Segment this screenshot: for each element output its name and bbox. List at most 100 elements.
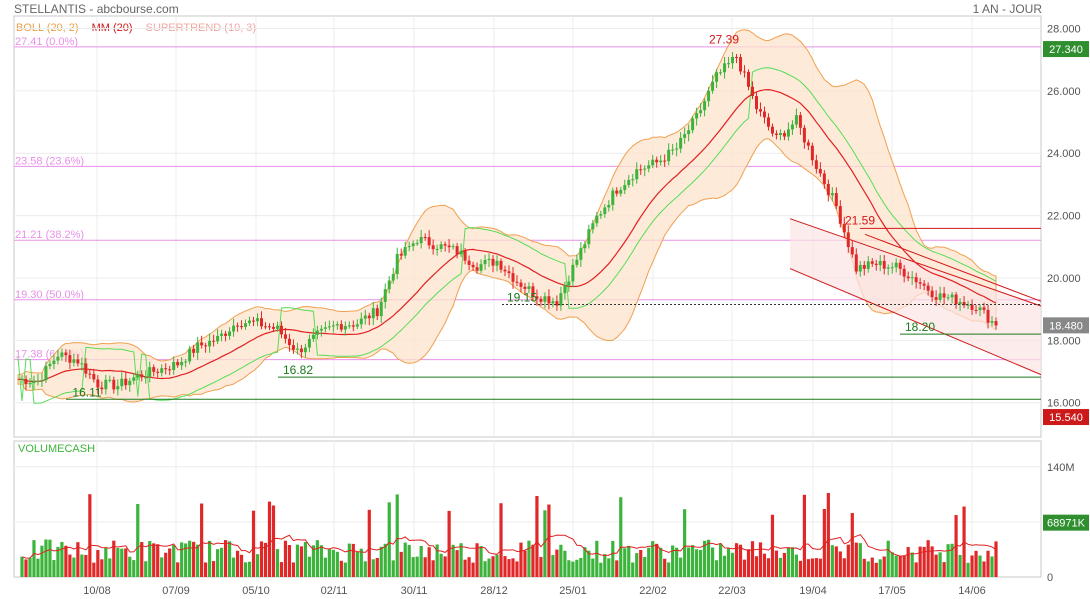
volume-bar — [48, 539, 52, 577]
candle-body — [419, 237, 423, 244]
candle-body — [407, 246, 411, 248]
candle-body — [260, 318, 264, 327]
volume-bar — [802, 494, 806, 577]
candle-body — [814, 160, 818, 169]
candle-body — [68, 355, 72, 363]
volume-bar — [239, 554, 244, 577]
volume-bar — [351, 543, 355, 577]
candle-body — [164, 368, 168, 370]
candle-body — [116, 386, 120, 390]
candle-body — [667, 149, 671, 162]
volume-bar — [527, 540, 531, 577]
candle-body — [886, 267, 890, 269]
x-tick-label: 14/06 — [958, 585, 986, 597]
candle-body — [204, 345, 208, 347]
volume-bar — [718, 543, 723, 577]
candle-body — [754, 96, 758, 110]
volume-bar — [487, 558, 491, 577]
x-tick-label: 19/04 — [799, 585, 827, 597]
candle-body — [44, 366, 48, 381]
volume-bar — [271, 505, 276, 577]
candle-body — [994, 321, 998, 326]
volume-bar — [778, 557, 783, 577]
candle-body — [950, 294, 954, 298]
volume-bar — [643, 556, 647, 577]
candle-body — [906, 276, 910, 279]
volume-bar — [702, 540, 707, 577]
volume-bar — [52, 560, 56, 577]
volume-bar — [136, 503, 140, 577]
x-tick-label: 10/08 — [83, 585, 111, 597]
candle-body — [136, 374, 140, 378]
candle-body — [882, 260, 886, 269]
volume-bar — [659, 547, 663, 577]
candle-body — [866, 261, 870, 269]
volume-bar — [379, 546, 383, 577]
volume-bar — [231, 557, 236, 577]
volume-bar — [196, 544, 200, 577]
candle-body — [707, 90, 711, 102]
volume-bar — [88, 494, 92, 577]
volume-bar — [591, 558, 595, 577]
candle-body — [20, 378, 24, 380]
candle-body — [659, 160, 663, 163]
candle-body — [499, 260, 503, 270]
candle-body — [579, 248, 583, 260]
candle-body — [271, 326, 275, 329]
volume-bar — [283, 540, 288, 577]
candle-body — [291, 345, 295, 350]
candle-body — [240, 326, 244, 328]
volume-last-tag-text: 68971K — [1047, 518, 1086, 530]
candle-body — [735, 56, 739, 58]
volume-bar — [766, 558, 771, 577]
volume-bar — [176, 562, 180, 577]
volume-bar — [734, 543, 739, 577]
fibonacci-label: 19.30 (50.0%) — [15, 289, 84, 301]
volume-bar — [180, 542, 184, 577]
volume-bar — [303, 542, 308, 577]
candle-body — [216, 335, 220, 342]
candle-body — [894, 262, 898, 268]
volume-bar — [327, 549, 331, 577]
candle-body — [236, 325, 240, 327]
candle-body — [483, 260, 487, 265]
volume-bar — [184, 543, 188, 577]
candle-body — [902, 268, 906, 277]
candle-body — [459, 250, 463, 255]
volume-bar — [667, 562, 671, 577]
volume-bar — [423, 557, 427, 577]
low-price-tag — [1043, 409, 1089, 426]
volume-bar — [894, 555, 898, 577]
candle-body — [683, 134, 687, 138]
candle-body — [663, 160, 667, 162]
candle-body — [156, 371, 160, 373]
period-label[interactable]: 1 AN - JOUR — [972, 2, 1042, 16]
volume-bar — [730, 552, 735, 577]
y-tick-label: 16.000 — [1047, 398, 1081, 410]
candle-body — [443, 244, 447, 246]
candle-body — [148, 367, 152, 378]
candle-body — [100, 387, 104, 390]
volume-bar — [32, 540, 36, 577]
candle-body — [303, 347, 307, 353]
x-tick-label: 05/10 — [242, 585, 270, 597]
candle-body — [467, 260, 471, 265]
candle-body — [719, 72, 723, 74]
volume-bar — [930, 546, 934, 577]
fibonacci-label: 21.21 (38.2%) — [15, 229, 84, 241]
candle-body — [72, 359, 76, 363]
candle-body — [220, 333, 224, 336]
volume-bar — [830, 545, 834, 577]
volume-bar — [259, 541, 264, 577]
volume-bar — [188, 540, 192, 577]
candle-body — [84, 363, 88, 374]
candle-body — [739, 57, 743, 72]
candle-body — [762, 111, 766, 118]
candle-body — [487, 258, 491, 261]
price-pane-frame — [13, 15, 1042, 438]
volume-bar — [970, 555, 974, 577]
volume-bar — [754, 556, 759, 577]
volume-bar — [243, 562, 248, 577]
volume-bar — [407, 545, 411, 577]
